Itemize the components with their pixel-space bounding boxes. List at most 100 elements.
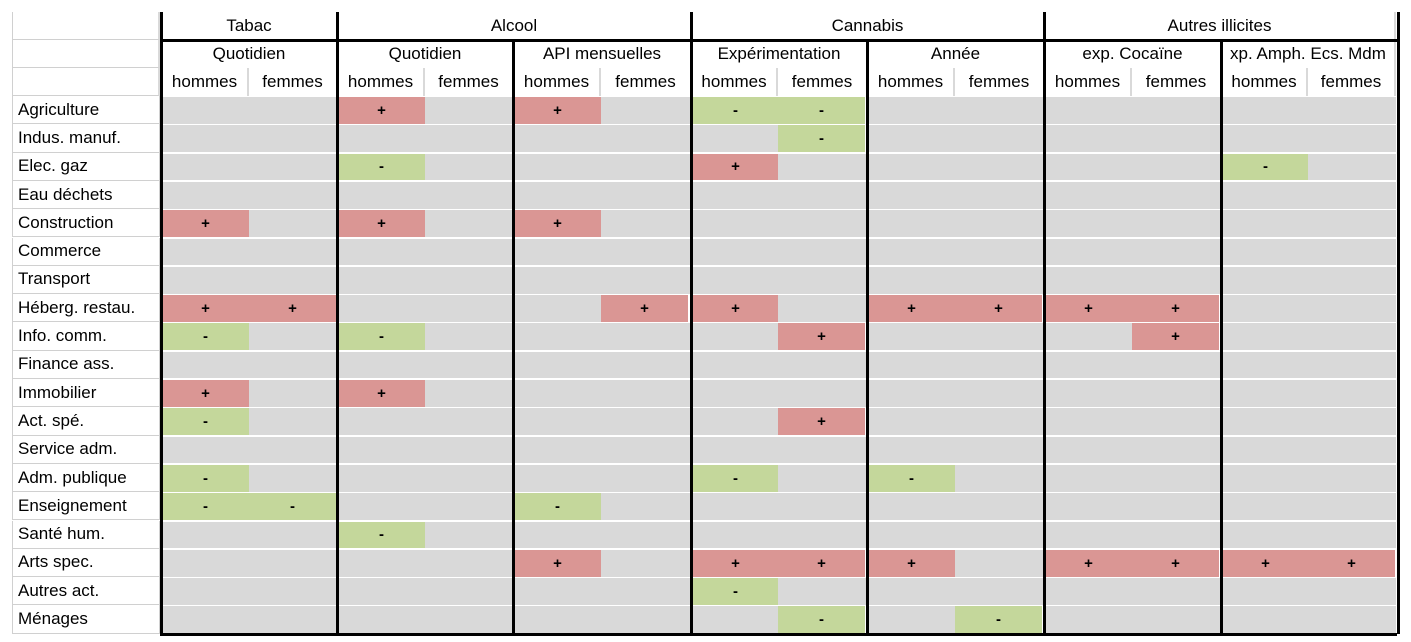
positive-cell: + bbox=[692, 295, 779, 322]
empty-cell bbox=[338, 464, 425, 492]
row-label: Ménages bbox=[12, 605, 160, 634]
empty-cell bbox=[1132, 436, 1222, 464]
empty-cell bbox=[601, 125, 692, 153]
empty-cell bbox=[955, 181, 1045, 209]
empty-cell bbox=[868, 266, 955, 294]
empty-cell bbox=[1132, 97, 1222, 124]
empty-cell bbox=[601, 181, 692, 209]
empty-cell bbox=[955, 97, 1045, 124]
empty-cell bbox=[249, 606, 338, 634]
empty-cell bbox=[778, 578, 868, 605]
subgroup-header: Expérimentation bbox=[692, 40, 868, 68]
empty-cell bbox=[514, 295, 601, 322]
empty-cell bbox=[1308, 153, 1396, 181]
subgroup-header: API mensuelles bbox=[514, 40, 692, 68]
empty-cell bbox=[955, 238, 1045, 266]
empty-cell bbox=[955, 578, 1045, 605]
empty-cell bbox=[162, 521, 249, 549]
empty-cell bbox=[1132, 380, 1222, 407]
row-label: Eau déchets bbox=[12, 180, 160, 210]
empty-cell bbox=[514, 606, 601, 634]
header-blank-cell bbox=[12, 68, 160, 96]
empty-cell bbox=[778, 266, 868, 294]
sex-header: femmes bbox=[778, 68, 868, 96]
negative-cell: - bbox=[955, 606, 1042, 634]
empty-cell bbox=[955, 323, 1045, 351]
empty-cell bbox=[1045, 351, 1132, 379]
sex-header: femmes bbox=[1308, 68, 1396, 96]
empty-cell bbox=[1045, 464, 1132, 492]
empty-cell bbox=[162, 97, 249, 124]
empty-cell bbox=[1308, 464, 1396, 492]
positive-cell: + bbox=[514, 210, 601, 237]
empty-cell bbox=[868, 578, 955, 605]
positive-cell: + bbox=[868, 295, 955, 322]
empty-cell bbox=[1308, 295, 1396, 322]
positive-cell: + bbox=[778, 323, 865, 351]
empty-cell bbox=[514, 323, 601, 351]
empty-cell bbox=[868, 181, 955, 209]
positive-cell: + bbox=[514, 97, 601, 124]
empty-cell bbox=[955, 380, 1045, 407]
empty-cell bbox=[162, 238, 249, 266]
subgroup-header: xp. Amph. Ecs. Mdm bbox=[1222, 40, 1396, 68]
empty-cell bbox=[1045, 493, 1132, 520]
empty-cell bbox=[868, 210, 955, 237]
empty-cell bbox=[1132, 181, 1222, 209]
empty-cell bbox=[1045, 125, 1132, 153]
empty-cell bbox=[778, 181, 868, 209]
empty-cell bbox=[601, 153, 692, 181]
empty-cell bbox=[778, 521, 868, 549]
row-label: Adm. publique bbox=[12, 463, 160, 493]
empty-cell bbox=[868, 153, 955, 181]
empty-cell bbox=[249, 549, 338, 577]
empty-cell bbox=[1308, 323, 1396, 351]
subgroup-header: exp. Cocaïne bbox=[1045, 40, 1222, 68]
header-divider bbox=[160, 39, 1397, 42]
empty-cell bbox=[514, 408, 601, 436]
empty-cell bbox=[868, 380, 955, 407]
empty-cell bbox=[601, 210, 692, 237]
empty-cell bbox=[778, 493, 868, 520]
empty-cell bbox=[514, 351, 601, 379]
empty-cell bbox=[868, 351, 955, 379]
sex-header: hommes bbox=[1222, 68, 1308, 96]
empty-cell bbox=[1045, 210, 1132, 237]
empty-cell bbox=[514, 521, 601, 549]
negative-cell: - bbox=[692, 578, 779, 605]
empty-cell bbox=[249, 181, 338, 209]
empty-cell bbox=[1132, 521, 1222, 549]
empty-cell bbox=[249, 351, 338, 379]
empty-cell bbox=[601, 549, 692, 577]
positive-cell: + bbox=[1045, 295, 1132, 322]
empty-cell bbox=[1308, 578, 1396, 605]
positive-cell: + bbox=[338, 210, 425, 237]
empty-cell bbox=[692, 521, 778, 549]
empty-cell bbox=[514, 380, 601, 407]
empty-cell bbox=[955, 521, 1045, 549]
header-blank-cell bbox=[12, 12, 160, 40]
empty-cell bbox=[955, 436, 1045, 464]
empty-cell bbox=[1308, 238, 1396, 266]
positive-cell: + bbox=[778, 408, 865, 436]
empty-cell bbox=[778, 210, 868, 237]
negative-cell: - bbox=[162, 493, 249, 520]
empty-cell bbox=[1222, 266, 1308, 294]
positive-cell: + bbox=[249, 295, 336, 322]
group-header: Tabac bbox=[162, 12, 338, 40]
empty-cell bbox=[249, 436, 338, 464]
positive-cell: + bbox=[601, 295, 688, 322]
positive-cell: + bbox=[162, 210, 249, 237]
empty-cell bbox=[338, 436, 425, 464]
row-label: Construction bbox=[12, 209, 160, 238]
sex-header: hommes bbox=[692, 68, 778, 96]
empty-cell bbox=[425, 351, 514, 379]
empty-cell bbox=[778, 464, 868, 492]
empty-cell bbox=[162, 436, 249, 464]
empty-cell bbox=[425, 266, 514, 294]
empty-cell bbox=[955, 408, 1045, 436]
empty-cell bbox=[1132, 578, 1222, 605]
empty-cell bbox=[425, 578, 514, 605]
empty-cell bbox=[1045, 266, 1132, 294]
empty-cell bbox=[1045, 380, 1132, 407]
